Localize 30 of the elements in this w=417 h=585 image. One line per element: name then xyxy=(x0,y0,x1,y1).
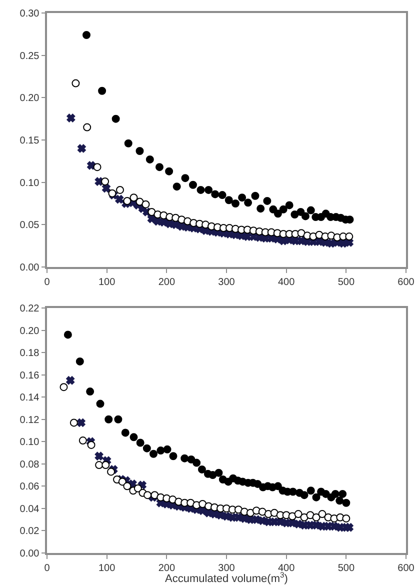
x-tick-label: 100 xyxy=(98,276,116,288)
y-tick-label: 0.12 xyxy=(20,414,40,426)
y-tick-label: 0.10 xyxy=(20,437,40,448)
y-tick-label: 0.00 xyxy=(20,548,40,560)
y-tick-label: 0.02 xyxy=(20,526,40,538)
x-tick-label: 0 xyxy=(44,276,50,288)
x-tick-label: 500 xyxy=(338,562,355,574)
y-tick-label: 0.06 xyxy=(20,482,40,493)
y-tick-label: 0.20 xyxy=(20,326,40,337)
x-tick-label: 200 xyxy=(158,276,176,288)
y-tick-label: 0.00 xyxy=(20,262,40,274)
y-tick-label: 0.08 xyxy=(20,459,40,470)
x-tick-label: 500 xyxy=(338,276,355,288)
y-tick-label: 0.05 xyxy=(20,220,40,232)
y-tick-label: 0.20 xyxy=(20,93,40,104)
y-tick-label: 0.16 xyxy=(20,370,40,382)
y-tick-label: 0.30 xyxy=(20,8,40,20)
y-tick-label: 0.22 xyxy=(20,304,40,314)
x-tick-label: 600 xyxy=(398,562,415,574)
x-tick-label: 300 xyxy=(218,276,236,288)
y-tick-label: 0.14 xyxy=(20,392,40,404)
y-tick-label: 0.15 xyxy=(20,136,40,146)
y-tick-label: 0.18 xyxy=(20,348,40,360)
y-tick-label: 0.04 xyxy=(20,504,40,515)
x-tick-label: 100 xyxy=(98,562,116,574)
x-tick-label: 600 xyxy=(398,276,415,288)
x-tick-label: 0 xyxy=(44,562,50,574)
y-tick-label: 0.25 xyxy=(20,50,40,62)
y-tick-label: 0.10 xyxy=(20,178,40,189)
x-tick-label: 400 xyxy=(278,276,296,288)
